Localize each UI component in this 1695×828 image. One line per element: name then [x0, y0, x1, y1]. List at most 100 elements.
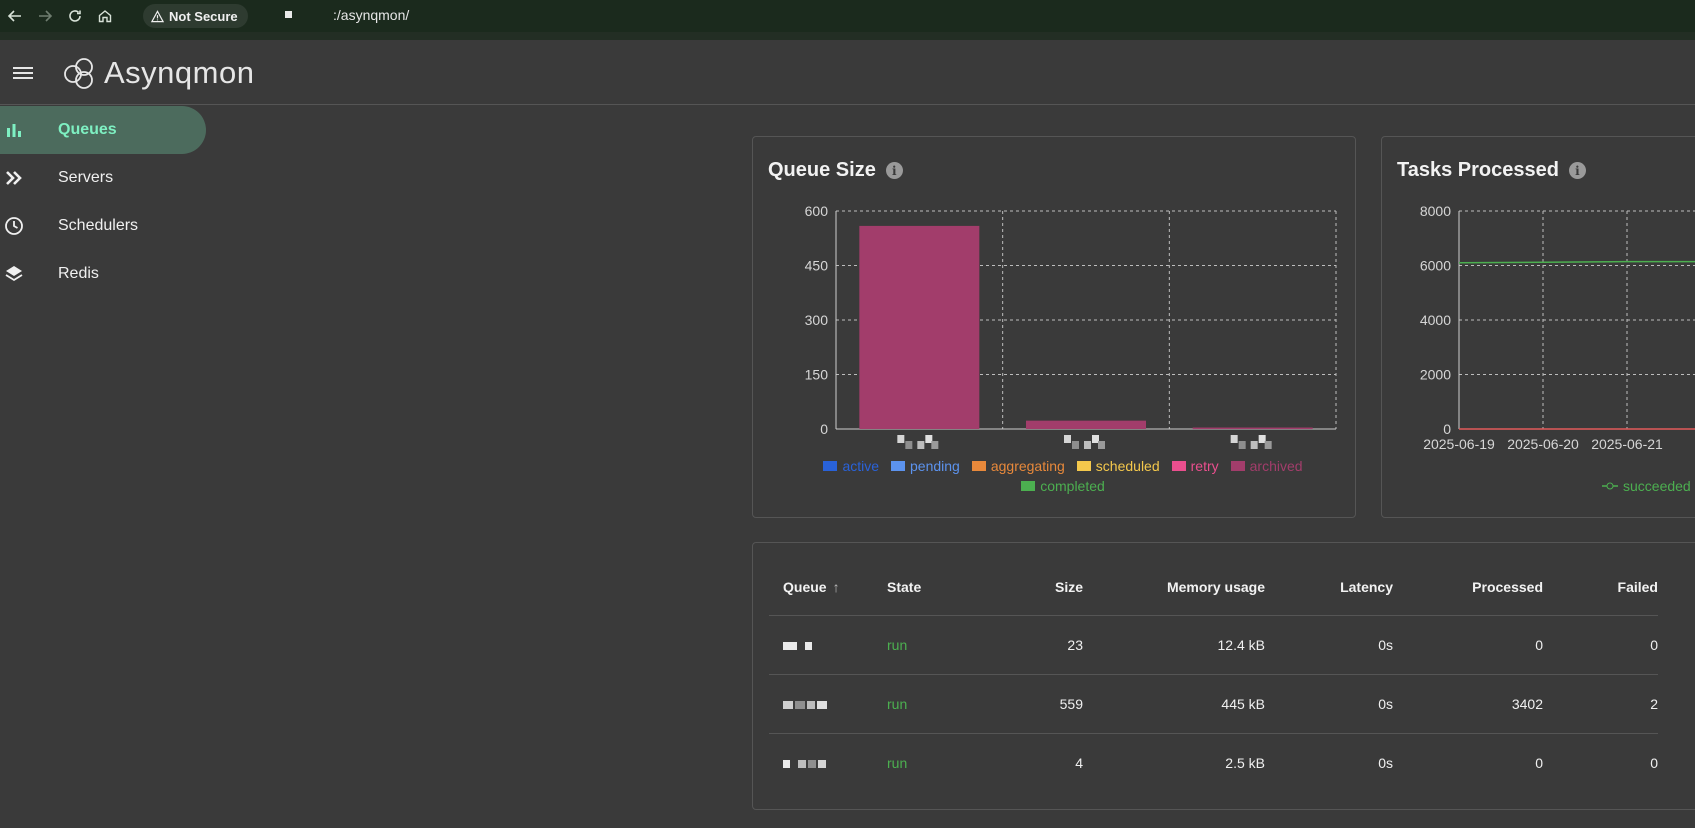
bar-chart-icon [4, 120, 24, 140]
redacted-block [1098, 441, 1105, 449]
x-tick-label: 2025-06-20 [1507, 436, 1579, 452]
info-icon[interactable]: i [885, 162, 903, 179]
sort-arrow-up-icon[interactable]: ↑ [832, 578, 840, 595]
sidebar-item-servers[interactable]: Servers [0, 154, 206, 202]
legend-swatch [891, 461, 906, 471]
sidebar-item-label: Schedulers [58, 217, 139, 234]
table-header-row: Queue ↑ State Size Memory usage Latency P… [769, 559, 1658, 616]
state-cell: run [887, 754, 908, 771]
sidebar-item-queues[interactable]: Queues [0, 106, 206, 154]
memory-cell: 445 kB [1083, 674, 1265, 734]
column-header-failed[interactable]: Failed [1543, 559, 1658, 616]
column-header-latency[interactable]: Latency [1265, 559, 1393, 616]
queue-size-chart: 0 150 300 450 600 [805, 203, 1337, 449]
redacted-block [1250, 441, 1258, 449]
home-icon [98, 10, 112, 23]
legend-label: archived [1249, 458, 1303, 474]
url-text[interactable]: :/asynqmon/ [333, 7, 410, 23]
y-tick-label: 450 [805, 258, 829, 274]
x-tick-label: 2025-06-19 [1423, 436, 1495, 452]
queue-size-title: Queue Size i [768, 159, 903, 182]
app-logo: Asynqmon [60, 54, 254, 92]
redacted-block [1258, 435, 1266, 443]
menu-icon[interactable] [11, 64, 35, 82]
series-line-succeeded [1458, 260, 1695, 264]
legend-line-marker [1602, 482, 1618, 490]
y-tick-label: 300 [805, 312, 829, 328]
legend-swatch [1021, 481, 1036, 491]
processed-cell: 0 [1393, 615, 1543, 675]
redacted-block [897, 435, 905, 443]
warning-triangle-icon [151, 9, 164, 22]
legend-swatch [971, 461, 986, 471]
bar-archived [859, 225, 980, 429]
y-tick-label: 6000 [1420, 258, 1451, 274]
redacted-host [285, 11, 292, 18]
home-button[interactable] [90, 1, 120, 31]
legend-item-retry[interactable]: retry [1171, 458, 1219, 474]
table-row[interactable]: run 23 12.4 kB 0s 0 0 [769, 615, 1658, 675]
tasks-processed-legend: succeeded [1602, 478, 1695, 494]
x-category-label [897, 435, 939, 449]
security-indicator[interactable]: Not Secure [143, 4, 248, 28]
legend-label: retry [1190, 458, 1219, 474]
latency-cell: 0s [1378, 754, 1393, 771]
sidebar-item-label: Servers [58, 169, 114, 186]
table-row[interactable]: run 559 445 kB 0s 3402 2 [769, 674, 1658, 734]
info-icon[interactable]: i [1568, 162, 1586, 179]
browser-toolbar: Not Secure :/asynqmon/ [0, 0, 1695, 32]
security-label: Not Secure [169, 8, 238, 24]
column-header-queue[interactable]: Queue ↑ [769, 559, 887, 616]
latency-cell: 0s [1265, 615, 1393, 675]
queue-name-cell[interactable] [769, 615, 887, 675]
redacted-block [1238, 441, 1246, 449]
memory-cell: 12.4 kB [1083, 615, 1265, 675]
app-title: Asynqmon [104, 55, 255, 90]
reload-icon [69, 10, 81, 22]
size-cell: 559 [987, 674, 1083, 734]
table-row[interactable]: run 4 2.5 kB 0s 0 0 [769, 733, 1658, 792]
sidebar: Queues Servers Schedulers Redis [0, 106, 206, 298]
redacted-queue-name [783, 641, 812, 650]
sidebar-item-schedulers[interactable]: Schedulers [0, 202, 206, 250]
legend-item-scheduled[interactable]: scheduled [1076, 458, 1160, 474]
back-button[interactable] [0, 1, 30, 31]
queue-name-cell[interactable] [769, 674, 887, 734]
sidebar-item-redis[interactable]: Redis [0, 250, 206, 298]
y-tick-label: 150 [805, 367, 829, 383]
legend-item-archived[interactable]: archived [1230, 458, 1303, 474]
legend-label: aggregating [990, 458, 1065, 474]
x-category-label [1064, 435, 1105, 449]
legend-item-pending[interactable]: pending [891, 458, 960, 474]
y-tick-label: 0 [820, 421, 828, 437]
reload-button[interactable] [60, 1, 90, 31]
legend-item-aggregating[interactable]: aggregating [971, 458, 1065, 474]
address-bar[interactable]: Not Secure :/asynqmon/ [143, 4, 1695, 28]
double-chevron-icon [4, 168, 24, 188]
legend-swatch [823, 461, 838, 471]
legend-item-completed[interactable]: completed [1021, 478, 1105, 494]
queue-name-cell[interactable] [769, 733, 887, 792]
redacted-block [1072, 441, 1079, 449]
column-header-memory[interactable]: Memory usage [1083, 559, 1265, 616]
forward-button[interactable] [30, 1, 60, 31]
clock-icon [4, 216, 24, 236]
redacted-block [1092, 435, 1099, 443]
bar-archived [1192, 427, 1313, 430]
column-header-size[interactable]: Size [987, 559, 1083, 616]
column-header-state[interactable]: State [887, 559, 987, 616]
redacted-queue-name [783, 700, 827, 709]
x-tick-label: 2025-06-21 [1591, 436, 1663, 452]
y-tick-label: 0 [1443, 421, 1451, 437]
arrow-right-icon [39, 10, 53, 22]
app-header: Asynqmon [0, 40, 1695, 105]
y-tick-label: 2000 [1420, 367, 1451, 383]
y-tick-label: 8000 [1420, 203, 1451, 219]
size-cell: 23 [987, 615, 1083, 675]
memory-cell: 2.5 kB [1225, 754, 1265, 771]
legend-item-active[interactable]: active [823, 458, 879, 474]
column-header-processed[interactable]: Processed [1393, 559, 1543, 616]
legend-swatch [1230, 461, 1245, 471]
legend-item-succeeded[interactable]: succeeded [1602, 478, 1691, 494]
